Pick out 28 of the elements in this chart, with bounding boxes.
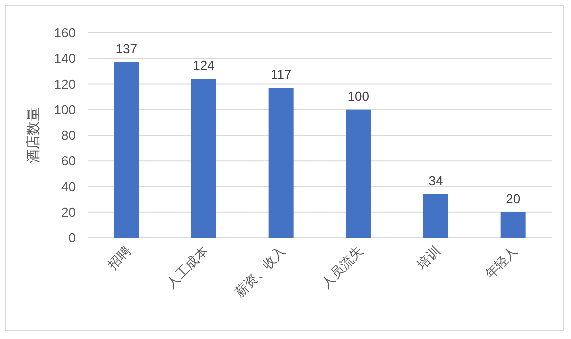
bar [500, 212, 526, 238]
y-tick-label: 160 [54, 26, 76, 40]
data-label: 117 [270, 67, 292, 82]
y-tick-label: 40 [62, 179, 76, 194]
bar [192, 79, 216, 238]
bar [346, 110, 372, 238]
y-tick-label: 100 [54, 102, 76, 118]
y-tick-label: 60 [62, 154, 76, 169]
x-tick-label: 年轻人 [482, 244, 520, 282]
y-tick-label: 0 [68, 230, 76, 246]
y-tick-label: 120 [54, 76, 76, 92]
x-tick-label: 培训 [413, 244, 444, 274]
x-tick-label: 人员流失 [318, 244, 366, 291]
data-label: 34 [428, 173, 444, 188]
x-tick-label: 薪资、收入 [232, 244, 288, 300]
data-label: 137 [116, 41, 138, 56]
y-axis-title: 酒店数量 [25, 108, 41, 164]
bar [268, 88, 294, 238]
bar [424, 194, 448, 238]
bar [114, 62, 140, 238]
data-label: 124 [193, 58, 215, 74]
x-tick-label: 招聘 [104, 244, 134, 274]
y-tick-label: 140 [54, 51, 76, 66]
y-tick-label: 20 [62, 204, 76, 220]
data-label: 100 [348, 88, 370, 104]
y-tick-label: 80 [62, 128, 76, 143]
data-label: 20 [506, 191, 521, 206]
x-tick-label: 人工成本 [164, 244, 212, 291]
